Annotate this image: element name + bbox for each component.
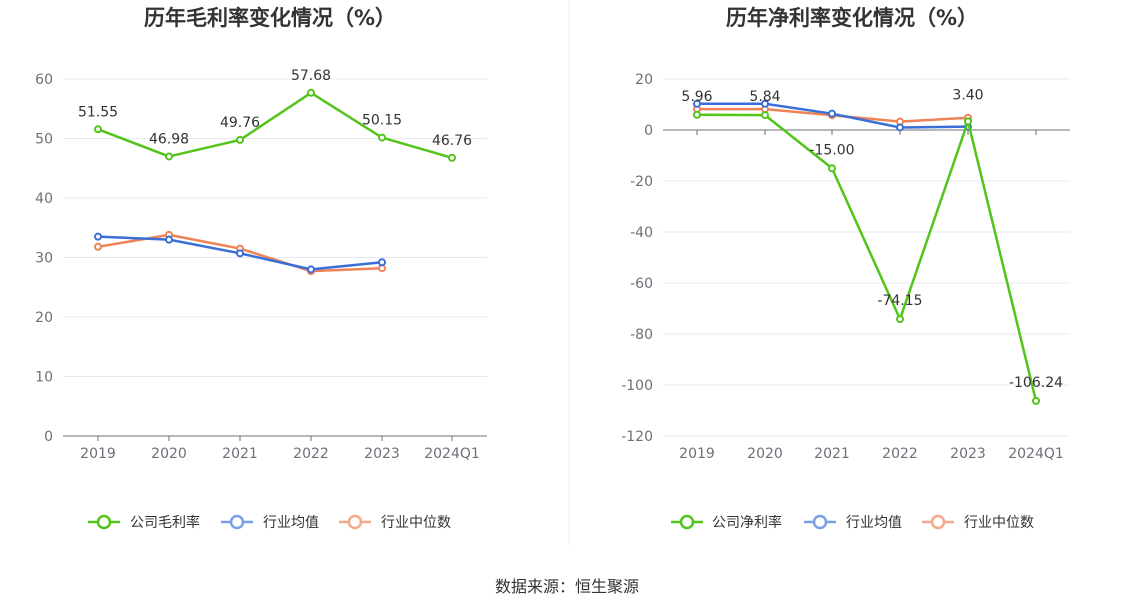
data-point — [693, 110, 701, 119]
legend-marker-icon — [229, 514, 245, 530]
data-label: 49.76 — [220, 115, 260, 131]
data-label: 50.15 — [362, 113, 402, 129]
data-point — [761, 99, 769, 108]
legend-marker-icon — [679, 514, 695, 530]
data-label: 51.55 — [78, 104, 118, 120]
legend-item-公司毛利率[interactable]: 公司毛利率 — [88, 514, 200, 531]
data-point — [1032, 396, 1040, 405]
legend-label: 行业中位数 — [964, 515, 1034, 531]
y-tick-label: 0 — [44, 429, 53, 445]
data-point — [828, 164, 836, 173]
y-tick-label: 30 — [35, 251, 53, 267]
y-tick-label: -40 — [630, 225, 653, 241]
legend-marker-icon — [930, 514, 946, 530]
x-tick-label: 2024Q1 — [424, 446, 480, 462]
data-point — [94, 232, 102, 241]
legend-marker-icon — [347, 514, 363, 530]
data-point — [94, 242, 102, 251]
y-tick-label: -20 — [630, 174, 653, 190]
data-point — [964, 117, 972, 126]
x-tick-label: 2023 — [950, 446, 986, 462]
legend-label: 公司净利率 — [712, 514, 782, 531]
legend-item-行业中位数[interactable]: 行业中位数 — [922, 514, 1034, 531]
y-tick-label: 40 — [35, 191, 53, 207]
legend-label: 行业均值 — [263, 515, 319, 531]
y-tick-label: 20 — [635, 72, 653, 88]
x-tick-label: 2022 — [882, 446, 918, 462]
legend-item-行业中位数[interactable]: 行业中位数 — [339, 514, 451, 531]
legend-item-行业均值[interactable]: 行业均值 — [804, 514, 902, 531]
y-tick-label: -100 — [621, 378, 653, 394]
x-tick-label: 2023 — [364, 446, 400, 462]
legend-item-行业均值[interactable]: 行业均值 — [221, 514, 319, 531]
data-label: 5.84 — [749, 89, 780, 105]
net-margin-chart: 历年净利率变化情况（%） 20 0 -20 -40 -60 -80 -100 -120 2019 2… — [621, 6, 1070, 531]
data-label: 5.96 — [681, 89, 712, 105]
data-point — [307, 265, 315, 274]
y-tick-label: -120 — [621, 429, 653, 445]
legend-label: 公司毛利率 — [130, 514, 200, 531]
data-source: 数据来源：恒生聚源 — [495, 577, 639, 596]
chart-title: 历年净利率变化情况（%） — [726, 6, 978, 30]
data-point — [165, 152, 173, 161]
legend-item-公司净利率[interactable]: 公司净利率 — [671, 514, 782, 531]
x-tick-label: 2019 — [80, 446, 116, 462]
data-point — [236, 249, 244, 258]
data-point — [94, 125, 102, 134]
y-tick-label: -60 — [630, 276, 653, 292]
data-label: 57.68 — [291, 68, 331, 84]
y-tick-label: 50 — [35, 132, 53, 148]
data-label: 3.40 — [952, 87, 983, 103]
y-tick-label: 60 — [35, 72, 53, 88]
data-point — [448, 153, 456, 162]
x-tick-label: 2021 — [814, 446, 850, 462]
y-tick-label: 10 — [35, 370, 53, 386]
x-tick-label: 2020 — [151, 446, 187, 462]
data-label: -74.15 — [877, 293, 922, 309]
data-point — [761, 111, 769, 120]
data-point — [236, 135, 244, 144]
legend-label: 行业均值 — [846, 515, 902, 531]
chart-title: 历年毛利率变化情况（%） — [144, 6, 396, 30]
y-tick-label: 0 — [644, 123, 653, 139]
legend-marker-icon — [96, 514, 112, 530]
legend-marker-icon — [812, 514, 828, 530]
data-point — [896, 315, 904, 324]
data-label: -15.00 — [809, 142, 854, 158]
legend-label: 行业中位数 — [381, 515, 451, 531]
x-tick-label: 2019 — [679, 446, 715, 462]
data-point — [896, 123, 904, 132]
data-label: 46.98 — [149, 131, 189, 147]
x-tick-label: 2024Q1 — [1008, 446, 1064, 462]
series-line-公司毛利率 — [97, 91, 453, 159]
data-label: 46.76 — [432, 133, 472, 149]
data-point — [378, 258, 386, 267]
x-tick-label: 2021 — [222, 446, 258, 462]
y-tick-label: 20 — [35, 310, 53, 326]
y-tick-label: -80 — [630, 327, 653, 343]
x-tick-label: 2022 — [293, 446, 329, 462]
data-point — [165, 235, 173, 244]
data-point — [693, 99, 701, 108]
data-point — [307, 88, 315, 97]
x-tick-label: 2020 — [747, 446, 783, 462]
data-point — [378, 133, 386, 142]
gross-margin-chart: 历年毛利率变化情况（%） 60 50 40 30 20 10 0 2019 2020 2021 202… — [35, 6, 487, 531]
data-point — [828, 109, 836, 118]
series-line-公司净利率 — [696, 113, 1038, 402]
data-label: -106.24 — [1009, 375, 1063, 391]
